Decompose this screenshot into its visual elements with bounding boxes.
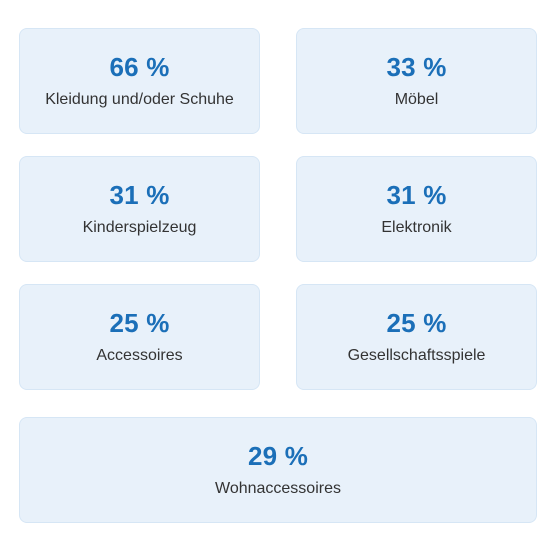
- stat-card-accessoires: 25 % Accessoires: [19, 284, 260, 390]
- stat-label: Kinderspielzeug: [82, 219, 197, 236]
- stat-card-gesellschaftsspiele: 25 % Gesellschaftsspiele: [296, 284, 537, 390]
- stat-label: Wohnaccessoires: [215, 480, 341, 497]
- stat-value: 66 %: [109, 52, 170, 82]
- stat-value: 33 %: [386, 52, 447, 82]
- stat-card-kleidung-schuhe: 66 % Kleidung und/oder Schuhe: [19, 28, 260, 134]
- stat-label: Accessoires: [96, 347, 183, 364]
- stat-card-elektronik: 31 % Elektronik: [296, 156, 537, 262]
- stat-value: 31 %: [109, 180, 170, 210]
- stat-label: Möbel: [394, 91, 439, 108]
- stat-label: Elektronik: [381, 219, 452, 236]
- stat-card-moebel: 33 % Möbel: [296, 28, 537, 134]
- stat-value: 29 %: [247, 441, 309, 471]
- stat-card-wohnaccessoires: 29 % Wohnaccessoires: [19, 417, 537, 523]
- stat-label: Gesellschaftsspiele: [347, 347, 486, 364]
- stat-card-kinderspielzeug: 31 % Kinderspielzeug: [19, 156, 260, 262]
- stat-value: 25 %: [109, 308, 170, 338]
- stat-value: 25 %: [386, 308, 447, 338]
- stat-value: 31 %: [386, 180, 447, 210]
- stat-label: Kleidung und/oder Schuhe: [45, 91, 234, 108]
